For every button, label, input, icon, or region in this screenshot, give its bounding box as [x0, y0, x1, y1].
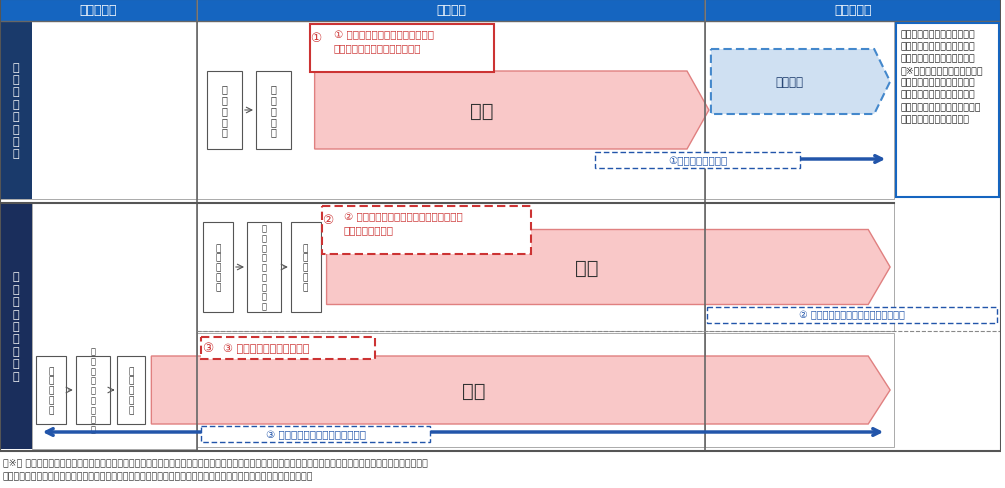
FancyBboxPatch shape [197, 333, 705, 447]
Polygon shape [327, 230, 890, 305]
FancyBboxPatch shape [203, 223, 233, 312]
Text: ③: ③ [202, 342, 214, 355]
Text: ①: ① [310, 31, 322, 44]
FancyBboxPatch shape [310, 25, 493, 73]
Text: となった場合や、年度内の完了が、施工上受注者に過度の負担を強いることとなるような場合。　　等: となった場合や、年度内の完了が、施工上受注者に過度の負担を強いることとなるような… [3, 471, 314, 480]
FancyBboxPatch shape [201, 337, 376, 359]
FancyBboxPatch shape [207, 72, 242, 150]
FancyBboxPatch shape [896, 24, 999, 198]
FancyBboxPatch shape [201, 426, 430, 442]
Text: 発注前年度: 発注前年度 [79, 4, 118, 18]
Text: 発
注
・
契
約: 発 注 ・ 契 約 [270, 84, 276, 137]
FancyBboxPatch shape [247, 223, 280, 312]
Text: 債
務
負
担
行
為
を
活
用: 債 務 負 担 行 為 を 活 用 [13, 272, 19, 381]
FancyBboxPatch shape [197, 22, 705, 200]
Text: 設
計
・
積
算: 設 計 ・ 積 算 [221, 84, 227, 137]
FancyBboxPatch shape [705, 0, 1001, 22]
Text: 設
計
・
積
算: 設 計 ・ 積 算 [215, 244, 221, 291]
Text: 繰
越
明
許
費
を
活
用: 繰 越 明 許 費 を 活 用 [13, 62, 19, 159]
Text: ①必要な工期の確保: ①必要な工期の確保 [668, 156, 727, 165]
Text: 明許繰越: 明許繰越 [775, 76, 803, 89]
Text: 発
注
・
契
約: 発 注 ・ 契 約 [303, 244, 309, 291]
Text: 発注翌年度: 発注翌年度 [834, 4, 871, 18]
FancyBboxPatch shape [32, 203, 197, 449]
FancyBboxPatch shape [705, 333, 894, 447]
Text: 債
務
負
担
の
議
会
承
認: 債 務 負 担 の 議 会 承 認 [261, 224, 266, 311]
FancyBboxPatch shape [595, 153, 800, 169]
Text: ③ ゼロ債務負担行為を設定: ③ ゼロ債務負担行為を設定 [223, 343, 310, 353]
FancyBboxPatch shape [322, 206, 531, 254]
Text: 設
計
・
積
算: 設 計 ・ 積 算 [48, 366, 53, 414]
FancyBboxPatch shape [705, 22, 894, 200]
FancyBboxPatch shape [0, 203, 32, 449]
Text: 工期: 工期 [462, 381, 485, 400]
FancyBboxPatch shape [290, 223, 321, 312]
FancyBboxPatch shape [0, 0, 197, 22]
FancyBboxPatch shape [256, 72, 290, 150]
FancyBboxPatch shape [0, 22, 32, 200]
Text: ② 工期が１年に満たない工事についても
　２ヵ年債を設定: ② 工期が１年に満たない工事についても ２ヵ年債を設定 [344, 212, 462, 235]
FancyBboxPatch shape [197, 203, 705, 331]
Text: ① 工事量が年度当初に少なく年度
　半ばから年度末にかけて集中: ① 工事量が年度当初に少なく年度 半ばから年度末にかけて集中 [334, 30, 433, 53]
FancyBboxPatch shape [705, 203, 894, 331]
FancyBboxPatch shape [707, 307, 997, 323]
Text: 債
務
負
担
の
議
会
承
認: 債 務 負 担 の 議 会 承 認 [90, 347, 95, 433]
Text: 発注年度: 発注年度 [436, 4, 466, 18]
FancyBboxPatch shape [118, 356, 146, 424]
Text: ③ 端境期における受注機会の確保: ③ 端境期における受注機会の確保 [265, 429, 366, 439]
Text: 公共事業は、事業の性質上そ
の実施に相当の期間を要する
ことから、やむを得ない事由
（※）により年度内に支出が終
わらない場合があるため、あ
らかじめ国会の議決: 公共事業は、事業の性質上そ の実施に相当の期間を要する ことから、やむを得ない事… [900, 30, 983, 124]
FancyBboxPatch shape [75, 356, 110, 424]
FancyBboxPatch shape [0, 22, 197, 200]
Text: 工期: 工期 [470, 102, 493, 120]
Text: ②: ② [322, 213, 334, 226]
FancyBboxPatch shape [36, 356, 65, 424]
Text: 工期: 工期 [575, 258, 598, 277]
FancyBboxPatch shape [197, 0, 705, 22]
Polygon shape [152, 356, 890, 424]
Polygon shape [315, 72, 709, 150]
Text: 発
注
・
契
約: 発 注 ・ 契 約 [129, 366, 134, 414]
Polygon shape [711, 50, 890, 115]
Text: （※） やむを得ない事由の例　：　河川改修工事において、出水の影響により地形が改変される等の理由によって、発注年度内に必要な工期を確保することが困難: （※） やむを得ない事由の例 ： 河川改修工事において、出水の影響により地形が改… [3, 457, 428, 466]
Text: ② 年度末における工事量の集中を回避: ② 年度末における工事量の集中を回避 [799, 310, 904, 320]
